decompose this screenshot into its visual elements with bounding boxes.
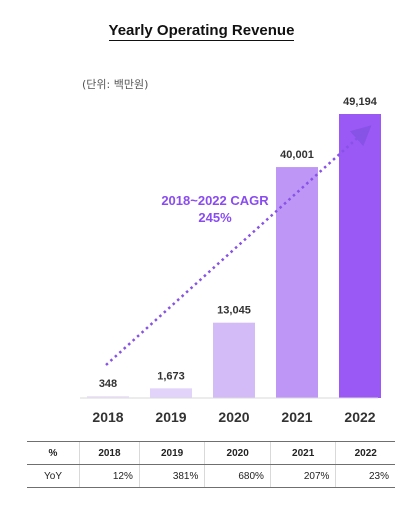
table-header-cell: 2018 [79,441,140,465]
bar-2019 [150,388,192,398]
table-cell: 680% [204,464,271,488]
table-cell: 12% [79,464,140,488]
table-row: YoY 12% 381% 680% 207% 23% [27,464,395,488]
data-label-2018: 348 [99,378,117,390]
cagr-trend-arrow [105,125,372,366]
data-label-2019: 1,673 [157,370,185,382]
unit-label: (단위: 백만원) [82,78,149,91]
table-cell: 207% [269,464,336,488]
yoy-table: % 2018 2019 2020 2021 2022 YoY 12% 381% … [27,441,395,488]
x-tick-2021: 2021 [281,409,312,425]
cagr-label: 2018~2022 CAGR [161,193,269,208]
table-row-label: YoY [27,464,80,488]
data-label-2020: 13,045 [217,305,251,317]
bar-2022 [339,114,381,398]
table-header-cell: 2019 [138,441,205,465]
cagr-annotation: 2018~2022 CAGR 245% [140,192,290,226]
chart-title: Yearly Operating Revenue [108,22,295,41]
x-tick-2018: 2018 [92,409,123,425]
x-tick-2020: 2020 [218,409,249,425]
table-header-cell: % [27,441,80,465]
x-tick-2022: 2022 [344,409,375,425]
table-header-cell: 2021 [269,441,336,465]
bar-2021 [276,167,318,398]
bar-2018 [87,395,129,398]
table-header-cell: 2022 [335,441,395,465]
table-cell: 381% [138,464,205,488]
x-tick-2019: 2019 [155,409,186,425]
table-header-row: % 2018 2019 2020 2021 2022 [27,441,395,465]
bar-chart: 348 2018 1,673 2019 13,045 2020 40,001 2021 49,1… [80,96,381,425]
table-header-cell: 2020 [204,441,271,465]
data-label-2022: 49,194 [343,96,378,108]
data-label-2021: 40,001 [280,149,314,161]
cagr-value: 245% [198,210,232,225]
bar-2020 [213,322,255,398]
table-cell: 23% [335,464,395,488]
